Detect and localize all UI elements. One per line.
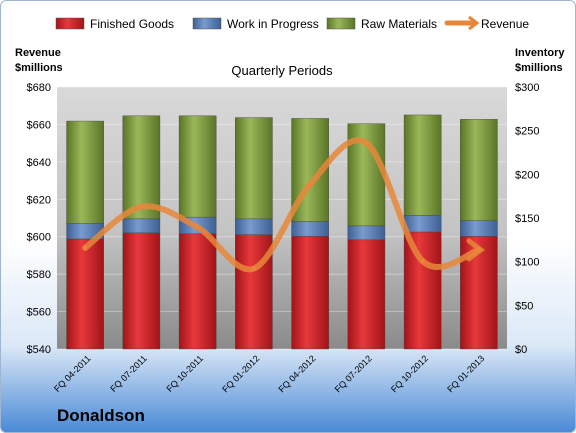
- right-tick-label: $0: [515, 344, 527, 356]
- legend-label-2: Work in Progress: [227, 17, 319, 31]
- revenue-point: [139, 204, 144, 209]
- left-axis-label-line2: $millions: [15, 62, 63, 74]
- revenue-point: [251, 266, 256, 271]
- left-tick-label: $600: [27, 232, 51, 244]
- right-tick-label: $100: [515, 257, 539, 269]
- company-name: Donaldson: [57, 406, 145, 425]
- left-tick-label: $660: [27, 119, 51, 131]
- bar-work-in-progress: [122, 218, 161, 234]
- left-tick-label: $620: [27, 194, 51, 206]
- bar-raw-materials: [403, 114, 442, 216]
- right-tick-label: $300: [515, 82, 539, 94]
- bar-work-in-progress: [403, 215, 442, 233]
- legend-swatch-3: [326, 17, 356, 30]
- x-tick-label: FQ 04-2011: [52, 353, 93, 394]
- left-tick-label: $580: [27, 269, 51, 281]
- bar-finished-goods: [347, 239, 386, 350]
- legend-swatch-2: [192, 17, 222, 30]
- bar-raw-materials: [122, 115, 161, 220]
- revenue-point: [83, 245, 88, 250]
- bar-finished-goods: [66, 238, 104, 350]
- left-tick-label: $680: [27, 82, 51, 94]
- x-tick-label: FQ 01-2012: [220, 353, 261, 394]
- chart-title: Quarterly Periods: [231, 63, 333, 78]
- x-tick-label: FQ 07-2012: [333, 353, 374, 394]
- revenue-point: [420, 259, 425, 264]
- bar-raw-materials: [66, 120, 104, 224]
- x-tick-label: FQ 04-2012: [277, 353, 318, 394]
- legend-swatch-1: [55, 17, 85, 30]
- revenue-point: [476, 247, 481, 252]
- bar-work-in-progress: [460, 220, 498, 237]
- bar-finished-goods: [403, 231, 442, 350]
- bar-finished-goods: [178, 233, 217, 350]
- right-tick-label: $50: [515, 300, 533, 312]
- bar-raw-materials: [178, 115, 217, 218]
- right-tick-label: $150: [515, 213, 539, 225]
- right-axis-label-line2: $millions: [515, 62, 563, 74]
- bar-work-in-progress: [347, 225, 386, 241]
- bar-raw-materials: [460, 119, 498, 221]
- bar-finished-goods: [291, 236, 329, 350]
- left-tick-label: $560: [27, 307, 51, 319]
- x-tick-label: FQ 10-2011: [164, 353, 205, 394]
- revenue-point: [195, 225, 200, 230]
- legend-arrow-revenue: [468, 15, 480, 31]
- right-tick-label: $250: [515, 126, 539, 138]
- right-tick-label: $200: [515, 169, 539, 181]
- bar-finished-goods: [122, 232, 161, 350]
- bar-raw-materials: [235, 117, 273, 220]
- revenue-line: [82, 137, 482, 273]
- legend-label-4: Revenue: [481, 17, 529, 31]
- revenue-point: [308, 182, 313, 187]
- x-tick-label: FQ 10-2012: [389, 353, 430, 394]
- legend-label-1: Finished Goods: [90, 17, 174, 31]
- bar-work-in-progress: [235, 218, 273, 235]
- bar-work-in-progress: [291, 221, 329, 237]
- revenue-point: [364, 141, 369, 146]
- x-tick-label: FQ 07-2011: [108, 353, 149, 394]
- legend-label-3: Raw Materials: [361, 17, 437, 31]
- right-axis-label-line1: Inventory: [515, 47, 565, 59]
- left-axis-label-line1: Revenue: [15, 47, 61, 59]
- left-tick-label: $540: [27, 344, 51, 356]
- left-tick-label: $640: [27, 157, 51, 169]
- x-tick-label: FQ 01-2013: [445, 353, 486, 394]
